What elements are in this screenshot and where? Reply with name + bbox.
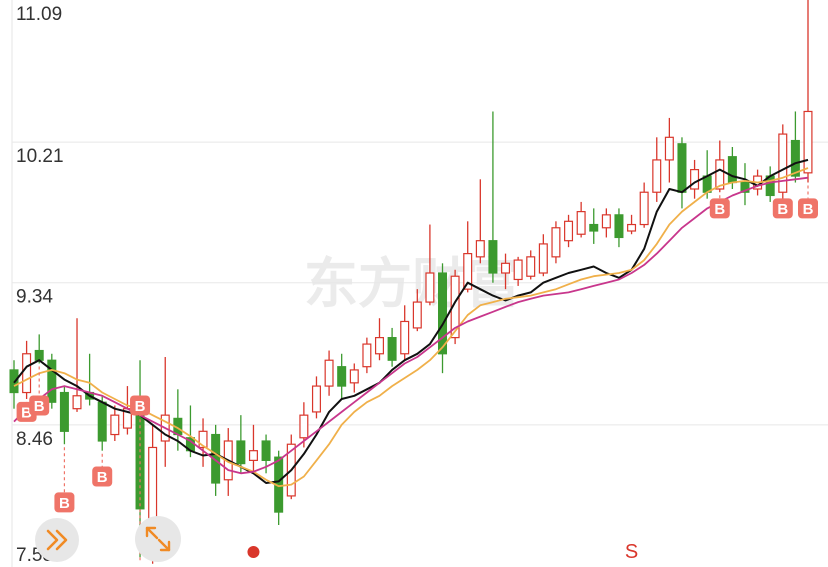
y-tick-label: 9.34 — [16, 287, 53, 308]
buy-signal-badge: B — [92, 466, 113, 487]
badge-bg — [29, 395, 50, 416]
candle-body — [690, 169, 700, 190]
candle-body — [34, 349, 44, 361]
buy-signal-label: B — [59, 495, 70, 512]
candle-body — [400, 320, 410, 355]
buy-signal-label: B — [714, 201, 725, 218]
grid-layer — [12, 141, 828, 426]
candle-body — [501, 262, 511, 274]
collapse-button[interactable] — [35, 518, 79, 562]
candle-body — [639, 191, 649, 226]
candle-body — [349, 369, 359, 384]
buy-signal-badge: B — [772, 198, 793, 219]
ma-long-line — [13, 176, 809, 475]
candle-body — [463, 253, 473, 290]
candle-body — [652, 159, 662, 193]
y-tick-label: 8.46 — [16, 429, 53, 450]
candle-body — [778, 133, 788, 193]
candle-body — [110, 414, 120, 436]
candle-body — [412, 301, 422, 329]
candle-body — [677, 143, 687, 193]
candle-body — [488, 240, 498, 274]
candle-body — [22, 353, 32, 394]
candle-body — [727, 156, 737, 184]
candle-body — [614, 214, 624, 239]
candle-body — [248, 450, 258, 461]
expand-button[interactable] — [135, 516, 181, 562]
buy-signal-badge: B — [54, 492, 75, 513]
candle-body — [564, 220, 574, 242]
badge-bg — [130, 395, 151, 416]
buy-signal-label: B — [21, 404, 32, 421]
candle-body — [450, 275, 460, 339]
watermark: 东方财富 — [304, 252, 520, 315]
buy-signal-label: B — [803, 201, 814, 218]
candle-body — [72, 395, 82, 410]
candle-body — [362, 343, 372, 368]
candle-body — [715, 159, 725, 190]
candle-body — [387, 337, 397, 361]
candle-body — [790, 139, 800, 177]
candle-body — [576, 211, 586, 235]
candle-body — [261, 440, 271, 461]
candle-body — [740, 181, 750, 193]
badge-bg — [709, 198, 730, 219]
badge-bg — [772, 198, 793, 219]
candle-body — [664, 136, 674, 161]
badge-bg — [54, 492, 75, 513]
buy-signal-badge: B — [29, 395, 50, 416]
candle-body — [425, 272, 435, 303]
y-tick-label: 10.21 — [16, 146, 64, 167]
buy-signal-label: B — [135, 398, 146, 415]
candle-body — [438, 272, 448, 355]
candle-body — [236, 440, 246, 465]
ma-short-line — [13, 158, 809, 484]
buy-signal-badge: B — [798, 198, 818, 219]
candle-body — [198, 430, 208, 449]
candle-body — [627, 223, 637, 232]
candle-body — [59, 391, 69, 432]
candle-body — [337, 366, 347, 387]
candle-body — [513, 259, 523, 281]
candle-body — [299, 414, 309, 439]
double-chevron-right-icon — [46, 529, 68, 551]
buy-signal-label: B — [34, 398, 45, 415]
ma-mid-line — [13, 167, 809, 488]
buy-signal-badge: B — [130, 395, 151, 416]
candle-body — [803, 110, 813, 174]
candle-body — [601, 214, 611, 229]
badge-bg — [92, 466, 113, 487]
candle-body — [526, 256, 536, 277]
candle-body — [589, 223, 599, 232]
candle-body — [311, 385, 321, 413]
buy-signal-label: B — [777, 201, 788, 218]
sell-signal-label: S — [625, 541, 638, 563]
candle-body — [475, 240, 485, 258]
badge-bg — [798, 198, 818, 219]
moving-average-layer — [13, 158, 809, 488]
buy-signal-label: B — [97, 469, 108, 486]
candle-body — [211, 433, 221, 484]
candle-body — [47, 359, 57, 403]
event-dot-marker — [247, 546, 260, 558]
candle-body — [538, 243, 548, 274]
candle-body — [551, 227, 561, 258]
candle-body — [324, 359, 334, 387]
buy-signal-badge: B — [709, 198, 730, 219]
candle-body — [374, 337, 384, 355]
y-tick-label: 11.09 — [16, 4, 62, 25]
expand-arrows-icon — [145, 526, 171, 552]
candle-body — [97, 401, 107, 442]
